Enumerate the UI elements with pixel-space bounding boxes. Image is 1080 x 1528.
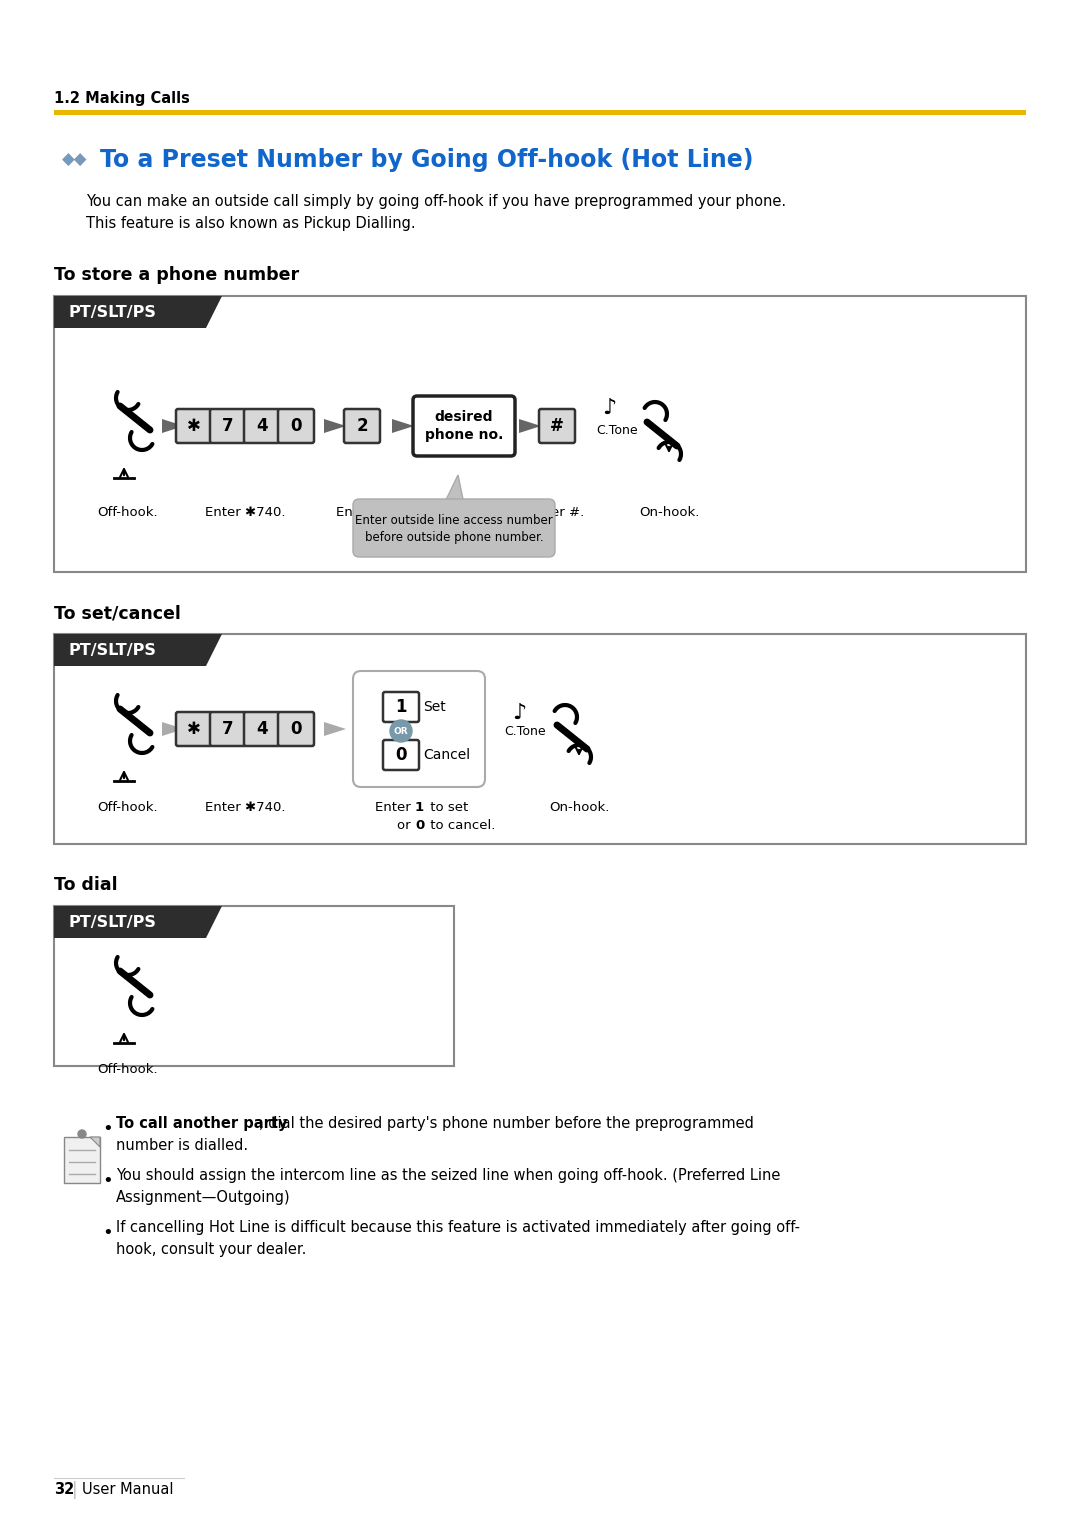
Text: 1: 1 bbox=[395, 698, 407, 717]
Text: To store a phone number: To store a phone number bbox=[54, 266, 299, 284]
Text: Off-hook.: Off-hook. bbox=[97, 506, 159, 520]
Text: To set/cancel: To set/cancel bbox=[54, 604, 180, 622]
Text: Off-hook.: Off-hook. bbox=[97, 1063, 159, 1076]
Text: 7: 7 bbox=[222, 417, 233, 435]
Text: •: • bbox=[102, 1172, 112, 1190]
Text: C.Tone: C.Tone bbox=[596, 423, 638, 437]
Text: 0: 0 bbox=[291, 417, 301, 435]
Text: Enter 2.: Enter 2. bbox=[336, 506, 389, 520]
Bar bbox=[54, 296, 1026, 571]
FancyBboxPatch shape bbox=[210, 712, 246, 746]
Text: On-hook.: On-hook. bbox=[638, 506, 699, 520]
FancyBboxPatch shape bbox=[278, 712, 314, 746]
FancyBboxPatch shape bbox=[176, 410, 212, 443]
Text: If cancelling Hot Line is difficult because this feature is activated immediatel: If cancelling Hot Line is difficult beca… bbox=[116, 1219, 800, 1235]
Text: Off-hook.: Off-hook. bbox=[97, 801, 159, 814]
Polygon shape bbox=[54, 906, 222, 938]
Polygon shape bbox=[162, 419, 184, 432]
FancyBboxPatch shape bbox=[353, 500, 555, 558]
FancyBboxPatch shape bbox=[244, 410, 280, 443]
Text: Enter outside line access number: Enter outside line access number bbox=[355, 513, 553, 527]
Text: ♪: ♪ bbox=[602, 397, 616, 419]
FancyBboxPatch shape bbox=[383, 692, 419, 723]
Polygon shape bbox=[90, 1137, 100, 1148]
FancyBboxPatch shape bbox=[383, 740, 419, 770]
Text: 0: 0 bbox=[291, 720, 301, 738]
Text: Enter ✱740.: Enter ✱740. bbox=[205, 801, 285, 814]
FancyBboxPatch shape bbox=[176, 712, 212, 746]
Text: User Manual: User Manual bbox=[82, 1482, 174, 1497]
Text: to cancel.: to cancel. bbox=[426, 819, 496, 833]
FancyBboxPatch shape bbox=[413, 396, 515, 455]
Text: Assignment—Outgoing): Assignment—Outgoing) bbox=[116, 1190, 291, 1206]
Text: 2: 2 bbox=[356, 417, 368, 435]
Text: This feature is also known as Pickup Dialling.: This feature is also known as Pickup Dia… bbox=[86, 215, 416, 231]
Text: Enter: Enter bbox=[422, 506, 462, 520]
Text: 0: 0 bbox=[415, 819, 424, 833]
Text: phone number: phone number bbox=[409, 524, 518, 536]
Text: 32: 32 bbox=[54, 1482, 75, 1497]
Bar bbox=[54, 906, 454, 1067]
Text: |: | bbox=[72, 1481, 78, 1499]
Text: hook, consult your dealer.: hook, consult your dealer. bbox=[116, 1242, 307, 1258]
Text: before outside phone number.: before outside phone number. bbox=[365, 532, 543, 544]
Text: 1.2 Making Calls: 1.2 Making Calls bbox=[54, 92, 190, 105]
Text: OR: OR bbox=[394, 726, 408, 735]
Text: To dial: To dial bbox=[54, 876, 118, 894]
Circle shape bbox=[390, 720, 411, 743]
Text: ✱: ✱ bbox=[187, 720, 201, 738]
Text: or: or bbox=[397, 819, 415, 833]
Text: 0: 0 bbox=[395, 746, 407, 764]
Polygon shape bbox=[324, 723, 346, 736]
Polygon shape bbox=[54, 634, 222, 666]
Text: Enter ✱740.: Enter ✱740. bbox=[205, 506, 285, 520]
Text: 1: 1 bbox=[415, 801, 424, 814]
Bar bbox=[54, 110, 1026, 115]
Text: ✱: ✱ bbox=[187, 417, 201, 435]
Text: Enter: Enter bbox=[375, 801, 415, 814]
Text: Set: Set bbox=[423, 700, 446, 714]
Text: •: • bbox=[102, 1120, 112, 1138]
Text: (max. 32 digits).: (max. 32 digits). bbox=[409, 542, 518, 555]
Text: phone no.: phone no. bbox=[424, 428, 503, 442]
Text: On-hook.: On-hook. bbox=[549, 801, 609, 814]
Text: To call another party: To call another party bbox=[116, 1115, 287, 1131]
Text: PT/SLT/PS: PT/SLT/PS bbox=[68, 642, 156, 657]
FancyBboxPatch shape bbox=[278, 410, 314, 443]
Text: Enter #.: Enter #. bbox=[529, 506, 584, 520]
Polygon shape bbox=[392, 419, 414, 432]
Text: 4: 4 bbox=[256, 720, 268, 738]
Text: ◆◆: ◆◆ bbox=[62, 151, 87, 170]
FancyBboxPatch shape bbox=[244, 712, 280, 746]
Polygon shape bbox=[54, 296, 222, 329]
Polygon shape bbox=[324, 419, 346, 432]
Text: desired: desired bbox=[435, 410, 494, 423]
Bar bbox=[54, 634, 1026, 843]
FancyBboxPatch shape bbox=[345, 410, 380, 443]
Polygon shape bbox=[162, 723, 184, 736]
Text: You should assign the intercom line as the seized line when going off-hook. (Pre: You should assign the intercom line as t… bbox=[116, 1167, 781, 1183]
Text: C.Tone: C.Tone bbox=[504, 724, 545, 738]
Text: You can make an outside call simply by going off-hook if you have preprogrammed : You can make an outside call simply by g… bbox=[86, 194, 786, 209]
Text: 7: 7 bbox=[222, 720, 233, 738]
Text: to set: to set bbox=[426, 801, 469, 814]
Text: PT/SLT/PS: PT/SLT/PS bbox=[68, 914, 156, 929]
Text: ♪: ♪ bbox=[512, 703, 526, 723]
Text: •: • bbox=[102, 1224, 112, 1242]
Text: PT/SLT/PS: PT/SLT/PS bbox=[68, 304, 156, 319]
Polygon shape bbox=[444, 475, 464, 504]
FancyBboxPatch shape bbox=[539, 410, 575, 443]
Text: , dial the desired party's phone number before the preprogrammed: , dial the desired party's phone number … bbox=[259, 1115, 754, 1131]
Text: Cancel: Cancel bbox=[423, 749, 470, 762]
Polygon shape bbox=[519, 419, 541, 432]
FancyBboxPatch shape bbox=[64, 1137, 100, 1183]
Text: desired: desired bbox=[462, 506, 518, 520]
Text: To a Preset Number by Going Off-hook (Hot Line): To a Preset Number by Going Off-hook (Ho… bbox=[100, 148, 754, 173]
Text: #: # bbox=[550, 417, 564, 435]
Circle shape bbox=[78, 1131, 86, 1138]
FancyBboxPatch shape bbox=[210, 410, 246, 443]
Text: 4: 4 bbox=[256, 417, 268, 435]
Text: number is dialled.: number is dialled. bbox=[116, 1138, 248, 1154]
